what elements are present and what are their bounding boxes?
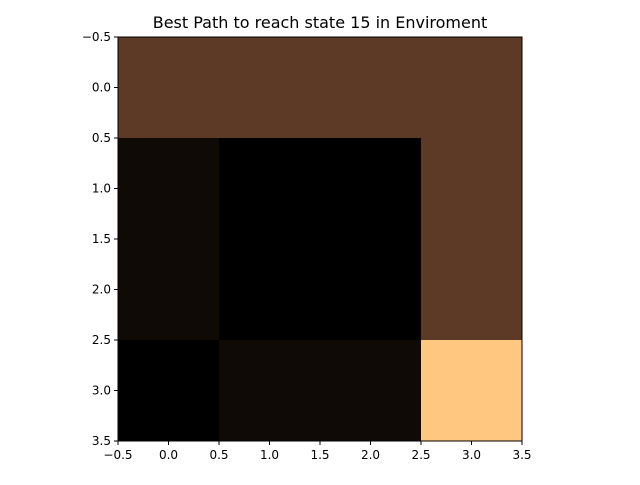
x-tick-label: 1.0 xyxy=(260,448,279,462)
heatmap-cell xyxy=(320,239,421,340)
heatmap-cell xyxy=(320,138,421,239)
heatmap-cell xyxy=(320,340,421,441)
axes: −0.5 0.0 0.5 1.0 1.5 2.0 2.5 3.0 3.5−0.50.00.51.… xyxy=(82,30,532,462)
x-tick-label: 3.5 xyxy=(512,448,531,462)
y-tick-label: −0.5 xyxy=(82,30,111,44)
x-tick-label: 2.0 xyxy=(361,448,380,462)
heatmap-cell xyxy=(219,37,320,138)
chart-title: Best Path to reach state 15 in Enviromen… xyxy=(153,13,488,32)
heatmap-cell xyxy=(118,239,219,340)
heatmap-cell xyxy=(421,37,522,138)
x-tick-label: 0.5 xyxy=(209,448,228,462)
heatmap-cell xyxy=(421,340,522,441)
heatmap-cell xyxy=(219,340,320,441)
y-tick-label: 3.5 xyxy=(92,434,111,448)
x-tick-label: 3.0 xyxy=(462,448,481,462)
y-tick-label: 1.0 xyxy=(92,182,111,196)
heatmap-cell xyxy=(219,239,320,340)
heatmap-cell xyxy=(320,37,421,138)
x-tick-label: 0.0 xyxy=(159,448,178,462)
y-tick-label: 3.0 xyxy=(92,384,111,398)
heatmap-cell xyxy=(421,239,522,340)
heatmap-cell xyxy=(118,37,219,138)
y-tick-label: 1.5 xyxy=(92,232,111,246)
y-tick-label: 0.5 xyxy=(92,131,111,145)
heatmap-cell xyxy=(118,138,219,239)
x-tick-label: 1.5 xyxy=(310,448,329,462)
heatmap-cell xyxy=(219,138,320,239)
x-tick-label: 2.5 xyxy=(411,448,430,462)
x-tick-label: −0.5 xyxy=(103,448,132,462)
heatmap-cell xyxy=(118,340,219,441)
y-tick-label: 2.0 xyxy=(92,283,111,297)
heatmap-cells xyxy=(118,37,522,441)
y-tick-label: 2.5 xyxy=(92,333,111,347)
heatmap-cell xyxy=(421,138,522,239)
y-tick-label: 0.0 xyxy=(92,81,111,95)
